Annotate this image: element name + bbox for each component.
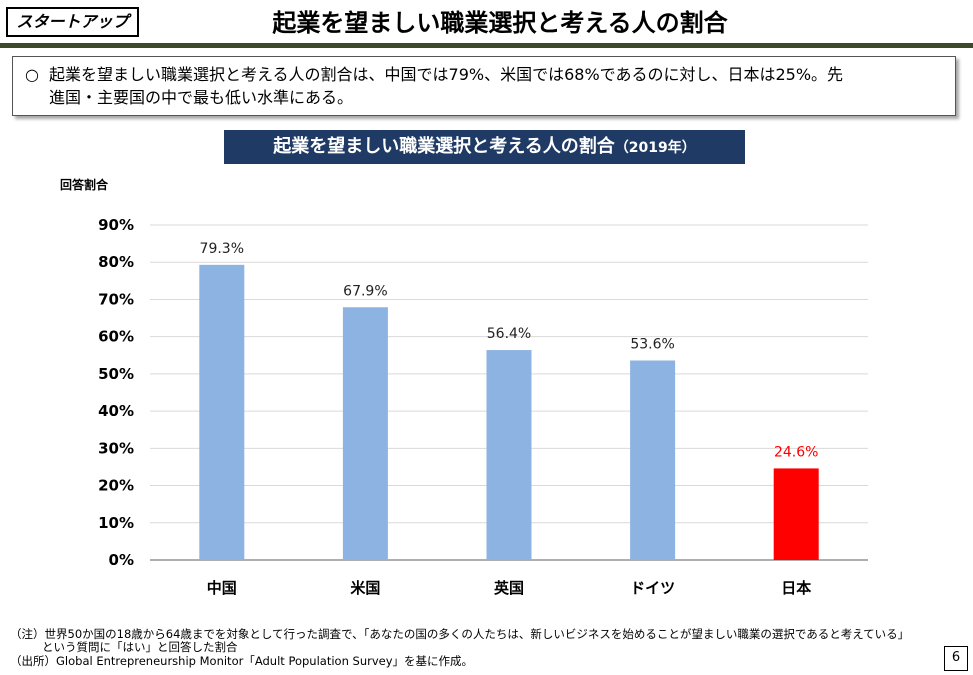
x-tick-label: 米国 bbox=[350, 579, 380, 597]
y-tick-label: 60% bbox=[98, 328, 134, 346]
y-axis-label: 回答割合 bbox=[60, 178, 109, 192]
title-divider bbox=[0, 43, 973, 48]
chart-title-main: 起業を望ましい職業選択と考える人の割合 bbox=[273, 136, 615, 157]
y-tick-label: 10% bbox=[98, 514, 134, 532]
footnote-1: （注）世界50か国の18歳から64歳までを対象として行った調査で、「あなたの国の… bbox=[10, 627, 910, 641]
bullet-icon: ○ bbox=[25, 65, 39, 84]
x-tick-label: 日本 bbox=[781, 579, 811, 597]
summary-line-1: 起業を望ましい職業選択と考える人の割合は、中国では79%、米国では68%であるの… bbox=[49, 65, 844, 84]
data-label: 53.6% bbox=[630, 336, 674, 352]
chart-title-year: （2019年） bbox=[614, 140, 696, 156]
x-tick-label: ドイツ bbox=[630, 579, 675, 597]
page-number: 6 bbox=[944, 646, 968, 671]
y-tick-label: 50% bbox=[98, 365, 134, 383]
summary-box: ○ 起業を望ましい職業選択と考える人の割合は、中国では79%、米国では68%であ… bbox=[12, 56, 956, 116]
y-tick-label: 30% bbox=[98, 439, 134, 457]
bar bbox=[773, 468, 819, 560]
y-tick-label: 20% bbox=[98, 477, 134, 495]
y-tick-label: 70% bbox=[98, 290, 134, 308]
summary-line-2: 進国・主要国の中で最も低い水準にある。 bbox=[49, 88, 354, 107]
bar bbox=[342, 307, 388, 560]
bar bbox=[199, 264, 245, 560]
bar bbox=[630, 360, 676, 560]
section-tag: スタートアップ bbox=[6, 7, 139, 37]
x-tick-label: 中国 bbox=[207, 579, 237, 597]
page-title: 起業を望ましい職業選択と考える人の割合 bbox=[272, 9, 728, 37]
data-label: 56.4% bbox=[487, 326, 531, 342]
chart-title: 起業を望ましい職業選択と考える人の割合（2019年） bbox=[224, 130, 745, 164]
y-tick-label: 0% bbox=[109, 551, 134, 569]
x-tick-label: 英国 bbox=[494, 579, 524, 597]
y-tick-label: 40% bbox=[98, 402, 134, 420]
data-label: 67.9% bbox=[343, 283, 387, 299]
data-label: 24.6% bbox=[774, 444, 818, 460]
data-label: 79.3% bbox=[200, 241, 244, 257]
footnote-2: という質問に「はい」と回答した割合 bbox=[42, 640, 238, 654]
bar bbox=[486, 350, 532, 560]
y-tick-label: 80% bbox=[98, 253, 134, 271]
y-tick-label: 90% bbox=[98, 216, 134, 234]
source-note: （出所）Global Entrepreneurship Monitor「Adul… bbox=[10, 654, 474, 668]
